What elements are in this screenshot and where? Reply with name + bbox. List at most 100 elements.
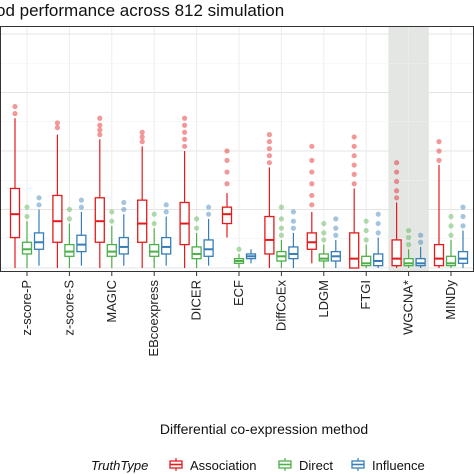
legend-title: TruthType [91,458,148,473]
box-ldgm-influence [330,216,341,268]
outlier-point [121,199,127,206]
outlier-point [363,218,369,224]
outlier-point [375,211,381,217]
outlier-point [266,132,272,138]
box-iqr [9,187,21,239]
x-tick-label-magic: MAGIC [104,280,119,323]
x-tick-label-ecf: ECF [231,280,246,306]
x-tick-label-dicer: DICER [189,280,204,320]
outlier-point [290,209,296,215]
outlier-point [309,192,315,199]
outlier-point [97,127,103,133]
box-wgcna-association [391,160,402,268]
outlier-point [321,237,327,243]
outlier-point [224,157,230,163]
box-ecf-association [221,148,233,238]
box-dicer-association [179,115,190,268]
outlier-point [121,206,127,213]
box-diffcoex-direct [276,204,287,268]
outlier-point [182,143,188,149]
outlier-point [163,202,169,208]
box-iqr [403,257,414,267]
box-iqr [203,239,214,257]
outlier-point [309,202,315,208]
outlier-point [394,195,400,201]
outlier-point [460,213,466,220]
outlier-point [224,181,230,187]
box-z-score-s-direct [64,206,75,268]
box-iqr [306,232,317,250]
box-diffcoex-association [264,132,275,268]
box-iqr [318,253,329,262]
box-magic-direct [106,209,117,268]
x-tick-label-ebcoexpress: EBcoexpress [146,280,161,357]
box-magic-association [94,115,105,268]
box-z-score-p-association [9,103,21,268]
box-iqr [149,243,160,257]
x-tick-label-mindy: MINDy [443,280,458,320]
outlier-point [109,218,115,224]
outlier-point [309,169,315,175]
box-iqr [161,236,172,255]
outlier-point [375,230,381,236]
legend-label-association: Association [190,458,256,473]
box-iqr [433,243,445,267]
outlier-point [266,139,272,145]
outlier-point [333,216,339,222]
legend: TruthType Association Direct Influence [91,458,425,473]
box-z-score-p-direct [21,204,33,268]
x-axis-title: Differential co-expression method [160,421,368,437]
box-ebcoexpress-direct [149,211,160,268]
outlier-point [66,216,72,222]
outlier-point [151,220,157,227]
outlier-point [206,211,212,217]
outlier-point [448,213,454,220]
legend-label-direct: Direct [299,458,333,473]
box-iqr [373,253,384,267]
box-iqr [137,199,148,243]
outlier-point [406,234,412,241]
box-ebcoexpress-influence [161,202,172,266]
chart-title: od performance across 812 simulation [0,1,284,20]
outlier-point [151,211,157,217]
box-z-score-s-association [52,120,63,268]
legend-key-direct: Direct [278,458,333,473]
outlier-point [363,227,369,234]
outlier-point [206,204,212,210]
box-ftgi-direct [361,218,372,268]
outlier-point [290,225,296,231]
chart-marks [9,103,469,269]
outlier-point [363,237,369,243]
box-magic-influence [118,199,129,266]
outlier-point [97,122,103,128]
outlier-point [351,162,357,168]
legend-key-influence: Influence [351,458,425,473]
outlier-point [418,239,424,245]
box-iqr [221,206,233,225]
box-iqr [94,197,105,243]
outlier-point [309,181,315,187]
outlier-point [351,134,357,140]
box-wgcna-influence [415,232,426,268]
box-ftgi-association [349,134,360,269]
outlier-point [182,136,188,142]
outlier-point [97,115,103,121]
x-tick-labels: z-score-P z-score-S MAGIC EBcoexpress DICER E… [19,272,458,357]
outlier-point [448,232,454,238]
outlier-point [460,204,466,210]
outlier-point [351,153,357,159]
box-iqr [264,215,275,255]
outlier-point [224,169,230,175]
x-tick-label-ftgi: FTGI [358,280,373,310]
box-ebcoexpress-association [137,129,148,268]
box-z-score-p-influence [33,195,45,266]
outlier-point [236,246,242,252]
outlier-point [460,223,466,229]
box-diffcoex-influence [288,209,299,268]
outlier-point [66,206,72,213]
outlier-point [448,223,454,229]
box-iqr [64,243,75,257]
outlier-point [418,232,424,238]
x-tick-label-diffcoex: DiffCoEx [273,280,288,332]
outlier-point [224,148,230,154]
